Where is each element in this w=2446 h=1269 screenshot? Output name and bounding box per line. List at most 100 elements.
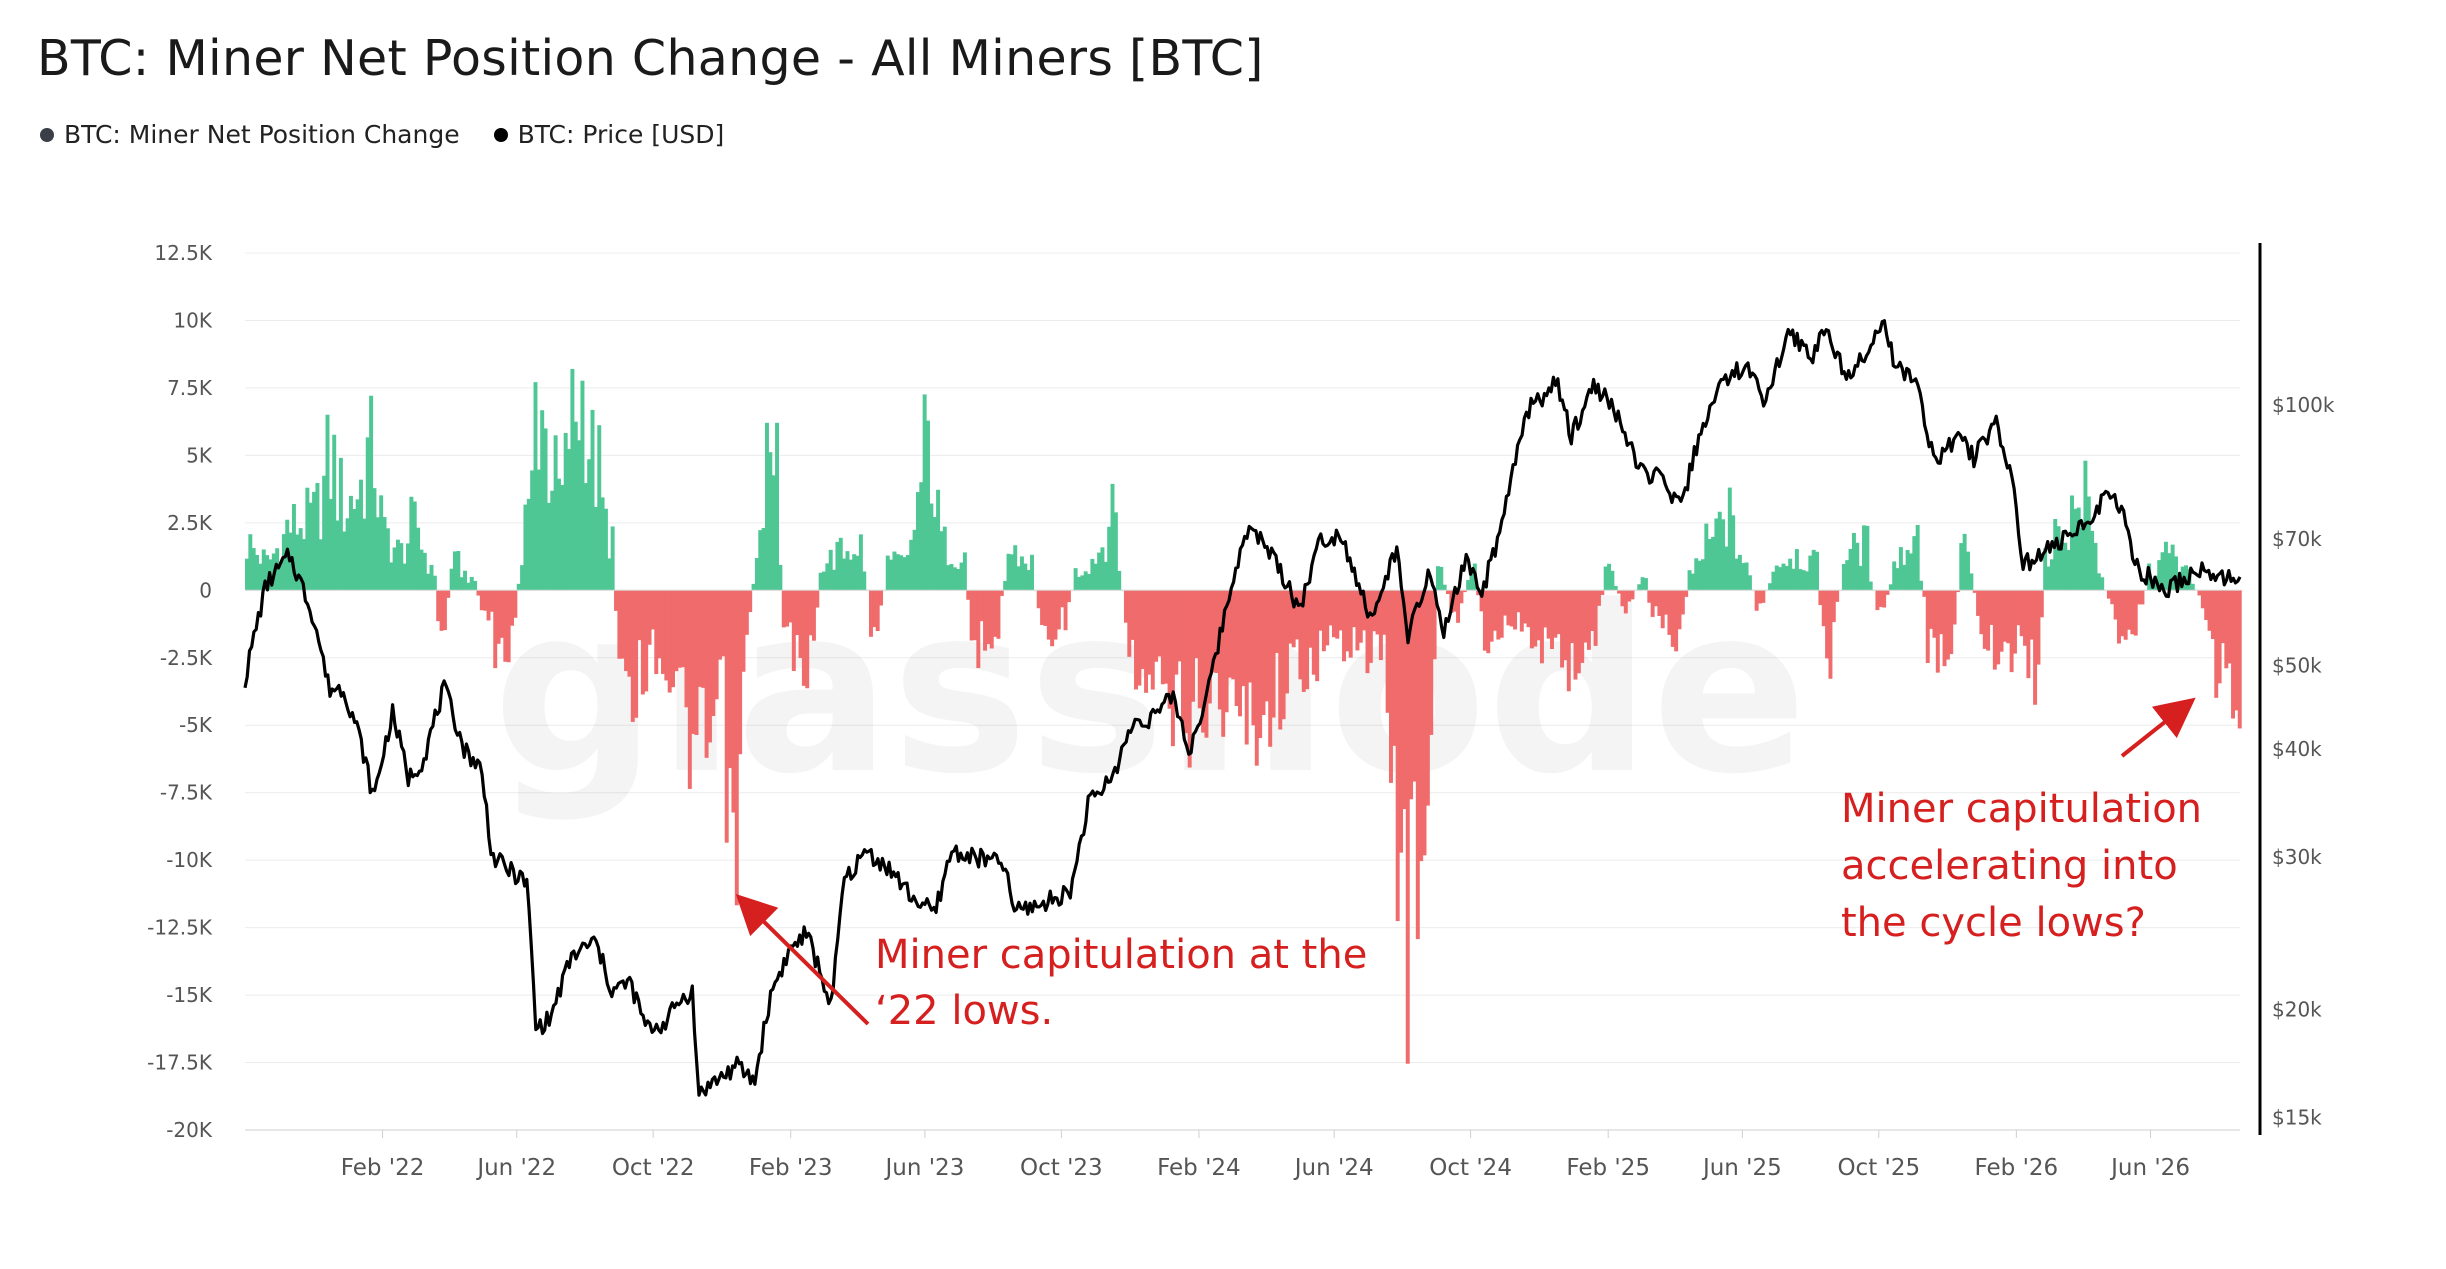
- bar: [473, 580, 478, 591]
- bar: [432, 575, 437, 591]
- bar: [422, 552, 427, 591]
- bar: [2016, 590, 2021, 626]
- bar: [1214, 590, 1219, 673]
- x-tick-label: Jun '23: [883, 1155, 964, 1181]
- bar: [1576, 590, 1581, 674]
- y-left-tick-label: -7.5K: [160, 781, 213, 805]
- bar: [1063, 590, 1068, 631]
- bar: [610, 526, 615, 591]
- bar: [1194, 590, 1199, 659]
- bar: [1841, 564, 1846, 591]
- bar: [1355, 590, 1360, 651]
- bar: [2116, 590, 2121, 644]
- bar: [1056, 590, 1061, 630]
- bar: [983, 590, 988, 651]
- bar: [1157, 590, 1162, 657]
- bar: [1342, 590, 1346, 662]
- bar: [1298, 590, 1303, 680]
- bar: [1482, 590, 1487, 651]
- bar: [469, 576, 474, 591]
- bar: [1523, 590, 1528, 624]
- bar: [1784, 565, 1789, 591]
- bar: [365, 437, 370, 591]
- bar: [1093, 563, 1098, 591]
- bar: [265, 555, 270, 591]
- bar: [1536, 590, 1541, 641]
- bar: [1821, 590, 1826, 627]
- bar: [2133, 590, 2138, 636]
- bar: [261, 549, 266, 591]
- legend-item-price[interactable]: BTC: Price [USD]: [493, 120, 724, 149]
- y-right-tick-label: $100k: [2272, 393, 2335, 417]
- bar: [2200, 590, 2205, 609]
- bar: [1677, 590, 1682, 630]
- bar: [1643, 578, 1648, 591]
- bar: [1600, 590, 1605, 595]
- bar: [2019, 590, 2024, 637]
- bar: [1553, 590, 1558, 638]
- bar: [691, 590, 696, 734]
- bar: [2043, 548, 2048, 591]
- bar: [647, 590, 652, 645]
- bar: [1868, 581, 1873, 591]
- bar: [1180, 590, 1185, 727]
- bar: [966, 590, 971, 600]
- bar: [1992, 590, 1997, 670]
- bar: [2012, 590, 2017, 654]
- y-right-tick-label: $15k: [2272, 1105, 2322, 1129]
- bar: [1976, 590, 1981, 616]
- bar-series-net-position: [245, 369, 2242, 1064]
- legend-label-net-position: BTC: Miner Net Position Change: [64, 120, 460, 149]
- bar: [785, 590, 790, 627]
- bar: [1345, 590, 1350, 652]
- bar: [979, 590, 984, 622]
- bar: [1144, 590, 1149, 693]
- bar: [1955, 590, 1960, 593]
- bar: [359, 479, 364, 591]
- bar: [1238, 590, 1242, 717]
- bar: [503, 590, 508, 662]
- bar: [751, 583, 756, 591]
- bar: [379, 495, 384, 591]
- bar: [342, 531, 347, 591]
- bar: [1875, 590, 1880, 611]
- bar: [1654, 590, 1658, 607]
- bar: [1865, 525, 1870, 591]
- bar: [1318, 590, 1323, 631]
- legend-dot-price: [493, 127, 508, 142]
- bar: [1248, 590, 1253, 683]
- bar: [1687, 570, 1692, 591]
- bar: [245, 558, 249, 591]
- annotation-text-cycle-lows: accelerating into: [1841, 843, 2178, 889]
- bar: [1882, 590, 1887, 608]
- bar: [775, 422, 780, 591]
- bar: [677, 590, 682, 668]
- bar: [489, 590, 494, 612]
- bar: [1110, 483, 1115, 591]
- y-axis-right: $100k $70k $50k $40k $30k $20k $15k: [2272, 393, 2335, 1129]
- bar: [436, 590, 441, 622]
- bar: [1197, 590, 1202, 709]
- bar: [1358, 590, 1363, 643]
- bar: [1664, 590, 1669, 615]
- bar: [2053, 518, 2058, 591]
- bar: [2217, 590, 2222, 684]
- bar: [1499, 590, 1504, 638]
- y-left-tick-label: 7.5K: [167, 376, 213, 400]
- bar: [1338, 590, 1343, 631]
- bar: [1335, 590, 1340, 639]
- bar: [1791, 568, 1796, 591]
- bar: [2033, 590, 2038, 705]
- bar: [1533, 590, 1538, 647]
- legend-item-net-position[interactable]: BTC: Miner Net Position Change: [40, 120, 460, 149]
- bar: [1382, 590, 1387, 635]
- bar: [1570, 590, 1575, 644]
- bar: [1519, 590, 1524, 632]
- bar: [2174, 556, 2178, 591]
- bar: [915, 492, 920, 591]
- bar: [879, 590, 884, 606]
- bar: [1996, 590, 2001, 665]
- bar: [1425, 590, 1430, 806]
- bar: [1717, 511, 1722, 591]
